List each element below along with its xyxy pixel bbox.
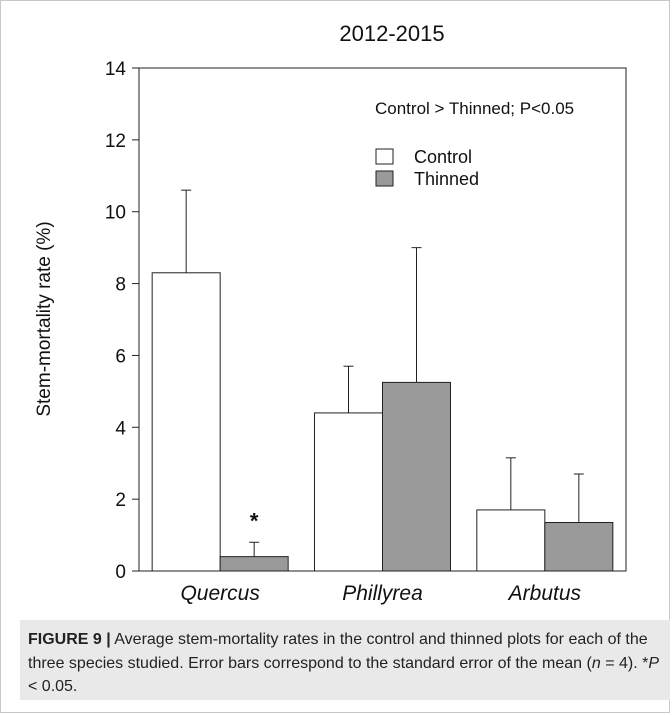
caption-text: Average stem-mortality rates in the cont… <box>28 631 648 672</box>
x-category-label: Phillyrea <box>342 582 423 605</box>
caption-p-rest: < 0.05. <box>28 678 78 695</box>
caption-panel <box>20 620 670 700</box>
x-category-label: Arbutus <box>507 582 582 605</box>
bar-chart: 2012-2015 0 2 4 6 8 10 12 14 Quercus Phillyrea Arb… <box>34 21 627 605</box>
plot-frame <box>138 67 627 572</box>
y-tick-label: 8 <box>115 275 126 296</box>
y-tick-label: 2 <box>115 490 126 511</box>
y-tick-label: 10 <box>105 203 126 224</box>
caption-p-var: P <box>648 654 659 672</box>
y-tick-label: 6 <box>115 346 126 367</box>
caption-label: FIGURE 9 | <box>28 631 111 648</box>
bar-control <box>476 509 546 572</box>
legend-swatch-thinned <box>375 170 394 187</box>
annotation-text: Control > Thinned; P<0.05 <box>375 99 574 118</box>
chart-title: 2012-2015 <box>339 21 444 46</box>
x-category-label: Quercus <box>180 582 260 605</box>
legend-label-control: Control <box>414 147 472 167</box>
figure-caption: FIGURE 9 | Average stem-mortality rates … <box>28 628 660 699</box>
bar-thinned <box>219 556 289 572</box>
legend-label-thinned: Thinned <box>414 169 479 189</box>
bar-thinned <box>382 381 451 572</box>
y-tick-label: 0 <box>115 562 126 583</box>
bar-thinned <box>544 521 614 572</box>
caption-n-eq: = 4). * <box>600 654 649 672</box>
y-tick-label: 14 <box>105 59 127 80</box>
y-tick-label: 4 <box>115 418 126 439</box>
caption-n-var: n <box>591 654 601 672</box>
y-axis-label: Stem-mortality rate (%) <box>34 221 55 416</box>
legend-swatch-control <box>375 148 394 165</box>
y-tick-label: 12 <box>105 131 126 152</box>
bar-control <box>151 272 221 572</box>
significance-marker: * <box>250 508 259 533</box>
bar-control <box>314 412 383 572</box>
